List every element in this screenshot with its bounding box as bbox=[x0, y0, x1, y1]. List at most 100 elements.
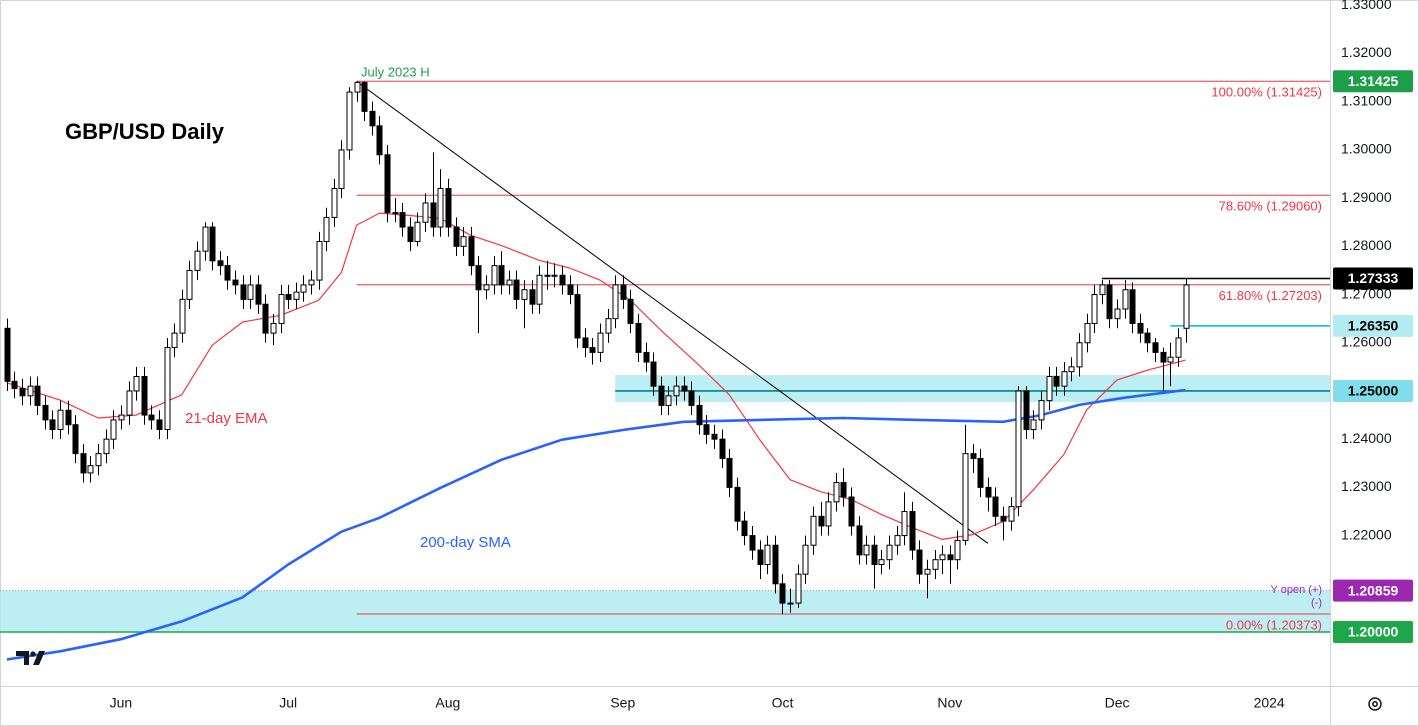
candle-body bbox=[802, 544, 809, 575]
candle-body bbox=[605, 318, 612, 334]
candle-body bbox=[323, 216, 330, 243]
candle-body bbox=[650, 361, 657, 387]
candle-body bbox=[209, 226, 216, 262]
candle-body bbox=[1061, 371, 1068, 387]
y-tick-label: 1.23000 bbox=[1341, 478, 1392, 494]
candle-body bbox=[1099, 284, 1106, 296]
candle-body bbox=[1084, 322, 1091, 344]
candle-body bbox=[840, 482, 847, 498]
candle-body bbox=[886, 544, 893, 561]
candle-body bbox=[1122, 289, 1129, 310]
candle-body bbox=[164, 347, 171, 431]
candle-body bbox=[939, 554, 946, 561]
candle-body bbox=[1053, 376, 1060, 387]
y-tick-label: 1.32000 bbox=[1341, 44, 1392, 60]
candle-body bbox=[224, 265, 231, 281]
candle-body bbox=[1015, 390, 1022, 508]
y-tick-label: 1.33000 bbox=[1341, 0, 1392, 12]
x-tick-label: Jun bbox=[110, 695, 133, 711]
candle-body bbox=[460, 236, 467, 247]
candle-body bbox=[810, 515, 817, 546]
candle-body bbox=[1175, 337, 1182, 358]
candle-body bbox=[483, 284, 490, 291]
candle-body bbox=[901, 510, 908, 537]
candle-body bbox=[453, 226, 460, 247]
price-tag-label: 1.20000 bbox=[1348, 624, 1399, 640]
candle-body bbox=[506, 279, 513, 286]
candle-body bbox=[1023, 390, 1030, 431]
y-tick-label: 1.29000 bbox=[1341, 189, 1392, 205]
candle-body bbox=[293, 291, 300, 300]
candle-body bbox=[764, 544, 771, 566]
candle-body bbox=[95, 453, 102, 467]
price-tag bbox=[1333, 267, 1413, 290]
candle-body bbox=[468, 236, 475, 267]
candle-body bbox=[11, 380, 18, 390]
candle-body bbox=[126, 390, 133, 416]
candle-body bbox=[825, 501, 832, 527]
candle-body bbox=[80, 453, 87, 474]
x-tick-label: Nov bbox=[937, 695, 962, 711]
candle-body bbox=[27, 385, 34, 397]
candle-body bbox=[513, 279, 520, 300]
candle-body bbox=[932, 559, 939, 570]
candle-body bbox=[491, 265, 498, 286]
candle-body bbox=[316, 241, 323, 281]
candle-body bbox=[1144, 332, 1151, 344]
price-tag-label: 1.31425 bbox=[1348, 73, 1399, 89]
sma-label: 200-day SMA bbox=[420, 534, 511, 551]
y-open-label: (-) bbox=[1311, 597, 1322, 609]
chart-title: GBP/USD Daily bbox=[65, 119, 225, 144]
x-tick-label: Sep bbox=[610, 695, 635, 711]
candle-body bbox=[529, 289, 536, 305]
settings-button[interactable] bbox=[1368, 697, 1382, 711]
candle-body bbox=[156, 419, 163, 431]
candle-body bbox=[1167, 356, 1174, 363]
candle-body bbox=[445, 187, 452, 228]
candle-body bbox=[57, 409, 64, 431]
candle-body bbox=[338, 149, 345, 189]
y-tick-label: 1.22000 bbox=[1341, 526, 1392, 542]
price-tag bbox=[1333, 621, 1413, 644]
candle-body bbox=[977, 457, 984, 488]
candle-body bbox=[430, 202, 437, 228]
candle-body bbox=[346, 91, 353, 151]
candle-body bbox=[186, 269, 193, 300]
candle-body bbox=[871, 544, 878, 566]
trendline bbox=[356, 81, 989, 544]
candle-body bbox=[589, 347, 596, 353]
candle-body bbox=[582, 337, 589, 349]
candle-body bbox=[749, 535, 756, 551]
candle-body bbox=[1076, 342, 1083, 368]
candle-body bbox=[437, 187, 444, 228]
candle-body bbox=[703, 424, 710, 435]
candle-body bbox=[278, 294, 285, 324]
candle-body bbox=[1114, 308, 1121, 320]
candle-body bbox=[247, 284, 254, 300]
x-tick-label: 2024 bbox=[1254, 695, 1285, 711]
ema-label: 21-day EMA bbox=[185, 410, 268, 427]
candle-body bbox=[240, 284, 247, 300]
candle-body bbox=[4, 327, 11, 382]
candle-body bbox=[1183, 284, 1190, 329]
candle-body bbox=[597, 332, 604, 353]
candle-body bbox=[681, 385, 688, 392]
x-tick-label: Dec bbox=[1105, 695, 1130, 711]
candle-body bbox=[544, 274, 551, 277]
candle-body bbox=[734, 486, 741, 522]
logo bbox=[16, 651, 45, 665]
candle-body bbox=[741, 520, 748, 537]
candle-body bbox=[574, 294, 581, 339]
candle-body bbox=[726, 457, 733, 488]
annotation: July 2023 H bbox=[361, 64, 430, 79]
candle-body bbox=[369, 110, 376, 127]
candle-body bbox=[787, 602, 794, 605]
candle-body bbox=[665, 395, 672, 406]
candle-body bbox=[1129, 289, 1136, 324]
candle-body bbox=[635, 322, 642, 353]
candle-body bbox=[779, 583, 786, 604]
candle-body bbox=[1000, 515, 1007, 522]
candle-body bbox=[536, 274, 543, 305]
candle-body bbox=[1091, 294, 1098, 324]
candle-body bbox=[643, 351, 650, 363]
